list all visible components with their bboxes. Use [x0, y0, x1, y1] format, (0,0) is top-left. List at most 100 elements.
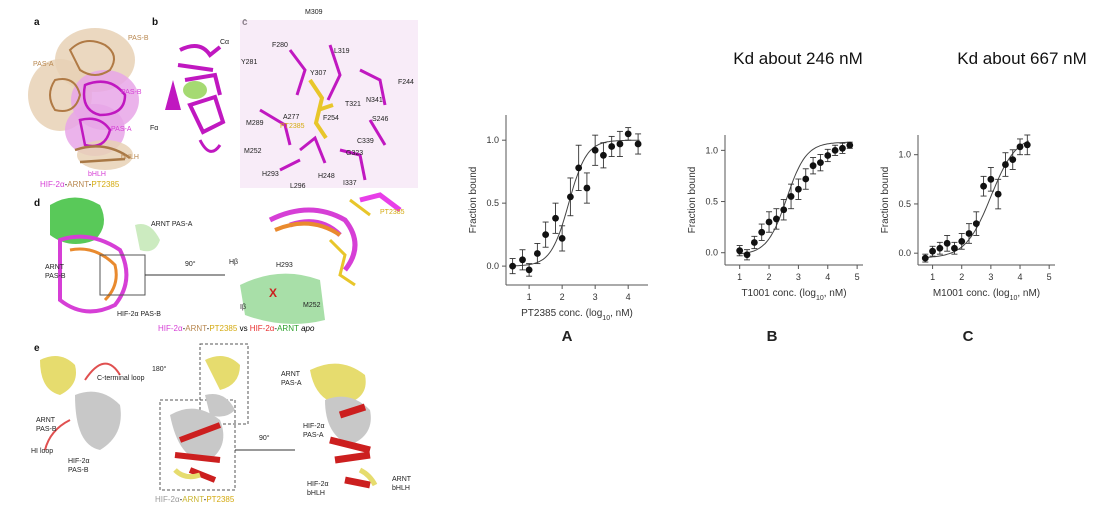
zoom-orange-helix	[274, 221, 342, 237]
label-c-alpha: Cα	[220, 39, 229, 46]
x-axis-label: PT2385 conc. (log10, nM)	[521, 308, 633, 322]
label-bhlh-e2: bHLH	[392, 485, 410, 492]
data-point	[591, 146, 599, 154]
label-arnt-e1: ARNT	[36, 417, 56, 424]
y-axis-label: Fraction bound	[468, 167, 479, 234]
data-point	[1023, 141, 1031, 149]
x-tick-label: 3	[988, 272, 993, 282]
data-point	[987, 175, 995, 183]
x-tick-label: 1	[737, 272, 742, 282]
panel-a: a PAS-B PAS-A PAS-B PAS-A bHLH bHLH HIF-…	[28, 17, 149, 189]
data-point	[736, 247, 744, 255]
zoom-magenta-tip	[359, 192, 402, 212]
y-tick-label: 1.0	[486, 135, 499, 145]
data-point	[943, 239, 951, 247]
pocket-residue-sticks	[259, 44, 387, 181]
residue-l296: L296	[290, 183, 306, 190]
orange-ribbon-d	[69, 247, 118, 302]
residue-s246: S246	[372, 116, 388, 123]
residue-a277: A277	[283, 114, 299, 121]
data-point	[634, 140, 642, 148]
data-point	[1002, 161, 1009, 168]
data-point	[743, 251, 751, 259]
x-tick-label: 4	[825, 272, 830, 282]
residue-pt2385: PT2385	[280, 123, 305, 130]
data-point	[525, 266, 533, 274]
data-point	[839, 144, 846, 152]
panel-letter-d: d	[34, 198, 40, 209]
label-arnt-pas-a-d: ARNT PAS-A	[151, 221, 193, 228]
data-point	[965, 230, 973, 237]
y-tick-label: 0.0	[898, 248, 911, 258]
e-hif-grey	[75, 391, 121, 450]
label-arnt-d: ARNT	[45, 264, 65, 271]
label-hi-loop: HI loop	[31, 448, 53, 455]
chart-panel-letter: C	[963, 328, 974, 345]
chart-a: 0.0 0.5 1.0 1 2 3 4 Fraction bound PT2385 conc. …	[468, 115, 648, 345]
label-pas-b-arnt: PAS-B	[128, 35, 149, 42]
x-tick-label: 4	[1018, 272, 1023, 282]
residue-l319: L319	[334, 48, 350, 55]
bhlh-ribbon	[74, 145, 131, 164]
residue-m289: M289	[246, 120, 264, 127]
panel-a-caption: HIF-2α-ARNT-PT2385	[40, 180, 120, 189]
data-point	[552, 214, 559, 222]
hif-pas-b-ribbon-d	[58, 234, 129, 314]
e-loops	[44, 362, 121, 451]
fit-curve	[511, 139, 640, 267]
label-pas-a-arnt: PAS-A	[33, 61, 54, 68]
e-arnt-yellow	[40, 356, 76, 395]
data-point	[533, 250, 541, 257]
helix-f-alpha	[165, 80, 181, 110]
e-center-red-helices	[174, 422, 222, 483]
panel-letter-a: a	[34, 17, 40, 28]
loop-b	[198, 139, 222, 153]
label-pas-b-e2: PAS-B	[68, 467, 89, 474]
data-point	[787, 193, 795, 200]
zoom-green-sheet	[240, 273, 325, 324]
data-point	[936, 244, 944, 252]
x-tick-label: 1	[930, 272, 935, 282]
panel-letter-e: e	[34, 343, 40, 354]
x-tick-label: 3	[796, 272, 801, 282]
e-box-top	[199, 343, 249, 425]
data-point	[616, 140, 624, 148]
residue-h293: H293	[262, 171, 279, 178]
residue-m309: M309	[305, 9, 323, 16]
structure-figure: a PAS-B PAS-A PAS-B PAS-A bHLH bHLH HIF-…	[28, 9, 418, 504]
label-pas-a-hif: PAS-A	[111, 126, 132, 133]
x-tick-label: 1	[527, 292, 532, 302]
arnt-pas-a-ghost	[135, 224, 160, 252]
label-pt2385-d: PT2385	[380, 209, 405, 216]
data-point	[958, 237, 966, 245]
label-h293-d: H293	[276, 262, 293, 269]
data-point	[951, 244, 958, 252]
y-tick-label: 0.5	[705, 197, 718, 207]
data-point	[780, 206, 788, 214]
label-bhlh-e1: bHLH	[307, 490, 325, 497]
label-h-beta: Hβ	[229, 259, 238, 266]
binding-charts: 0.0 0.5 1.0 1 2 3 4 Fraction bound PT2385 conc. …	[468, 49, 1087, 345]
residue-h248: H248	[318, 173, 335, 180]
y-tick-label: 0.5	[486, 198, 499, 208]
y-axis-label: Fraction bound	[880, 167, 891, 234]
data-point	[575, 164, 583, 172]
panel-e-caption: HIF-2α-ARNT-PT2385	[155, 495, 235, 504]
x-axis-label: T1001 conc. (log10, nM)	[741, 288, 846, 302]
data-point	[758, 228, 766, 236]
e-right-yellow	[310, 363, 366, 405]
x-tick-label: 2	[767, 272, 772, 282]
label-arnt-e3: ARNT	[392, 476, 412, 483]
data-point	[772, 215, 780, 223]
label-bhlh-arnt: bHLH	[121, 154, 139, 161]
panel-b: b Cα Fα	[150, 17, 229, 153]
data-point	[509, 262, 517, 270]
data-point	[566, 193, 574, 201]
label-rotate-90: 90°	[185, 260, 196, 268]
x-tick-label: 2	[560, 292, 565, 302]
data-point	[980, 182, 987, 190]
label-bhlh-hif: bHLH	[88, 171, 106, 178]
data-point	[1009, 156, 1017, 164]
residue-y281: Y281	[241, 59, 257, 66]
